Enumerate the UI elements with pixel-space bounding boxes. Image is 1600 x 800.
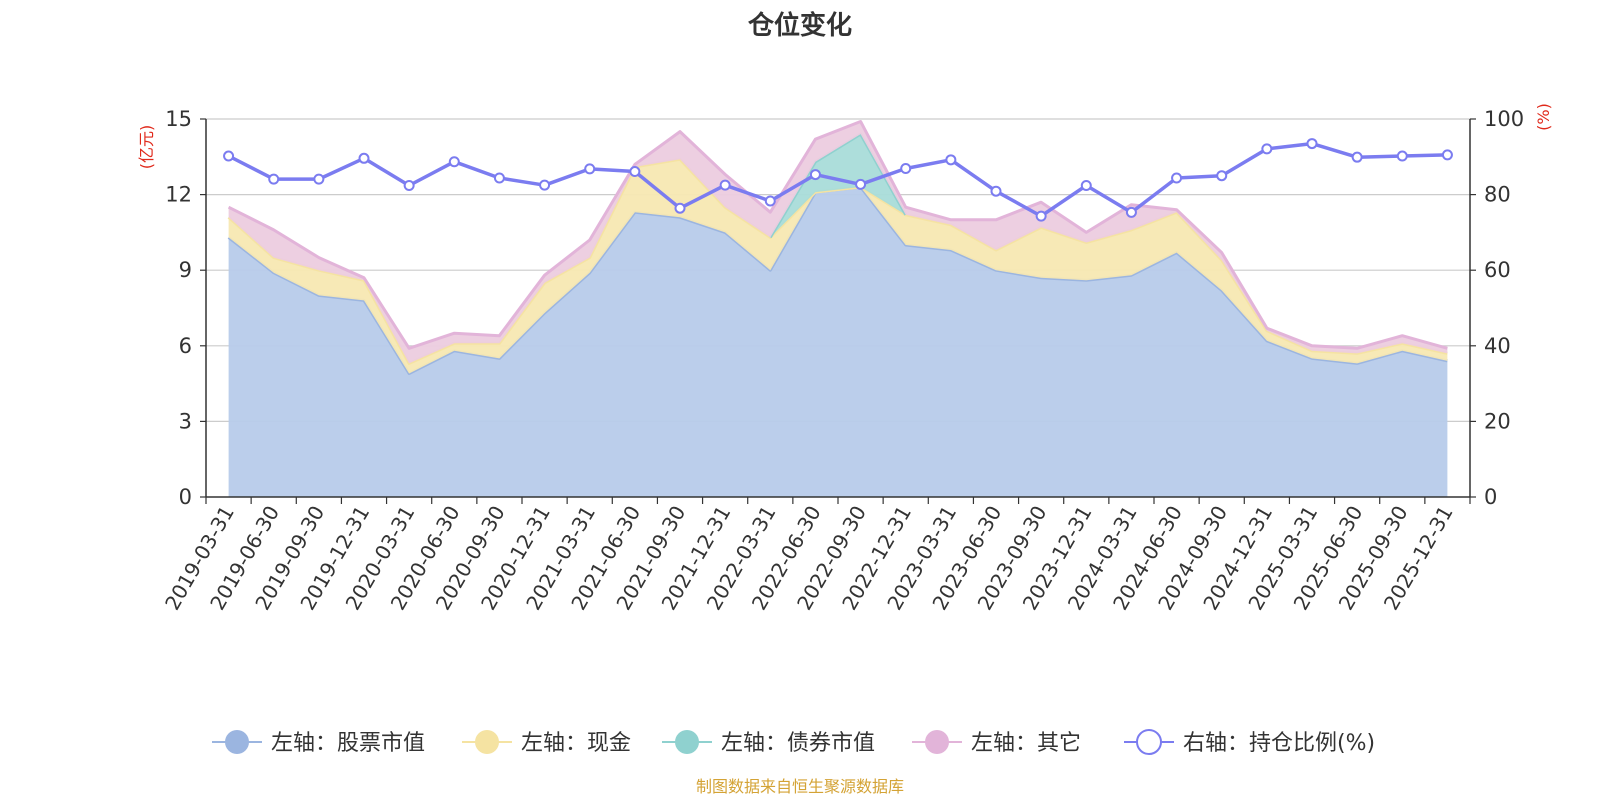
legend-marker-2: [675, 730, 699, 754]
ratio-point: [223, 150, 235, 162]
ratio-point: [493, 172, 505, 184]
ratio-point: [1171, 172, 1183, 184]
ratio-point: [1125, 206, 1137, 218]
area-0: [228, 187, 1448, 497]
ratio-point: [448, 156, 460, 168]
legend-marker-1: [475, 730, 499, 754]
left-axis-unit: (亿元): [137, 125, 156, 170]
ratio-point: [313, 173, 325, 185]
ratio-path: [227, 141, 1448, 218]
right-tick-label: 80: [1484, 183, 1511, 207]
ratio-point: [1216, 170, 1228, 182]
legend-label-0: 左轴：股票市值: [271, 731, 425, 756]
ratio-line: [223, 138, 1453, 222]
chart-title: 仓位变化: [747, 10, 852, 41]
left-tick-label: 3: [179, 409, 192, 433]
ratio-point: [403, 180, 415, 192]
left-tick-label: 6: [179, 334, 192, 358]
left-tick-label: 0: [179, 485, 192, 509]
stacked-areas: [227, 120, 1448, 497]
legend-marker-3: [925, 730, 949, 754]
source-note: 制图数据来自恒生聚源数据库: [696, 777, 904, 796]
ratio-point: [990, 185, 1002, 197]
legend-label-3: 左轴：其它: [971, 731, 1081, 756]
right-tick-label: 40: [1484, 334, 1511, 358]
right-tick-label: 20: [1484, 409, 1511, 433]
ratio-point: [1351, 151, 1363, 163]
ratio-point: [1396, 150, 1408, 162]
area-2: [770, 134, 906, 238]
right-tick-label: 0: [1484, 485, 1497, 509]
ratio-point: [855, 178, 867, 190]
area-line-3: [227, 120, 1448, 350]
ratio-point: [1306, 138, 1318, 150]
ratio-point: [584, 163, 596, 175]
right-tick-label: 60: [1484, 258, 1511, 282]
legend-label-4: 右轴：持仓比例(%): [1183, 731, 1375, 756]
ratio-point: [1035, 210, 1047, 222]
ratio-point: [629, 166, 641, 178]
ratio-point: [764, 195, 776, 207]
right-tick-label: 100: [1484, 107, 1524, 131]
legend: 左轴：股票市值 左轴：现金 左轴：债券市值 左轴：其它 右轴：持仓比例(%): [212, 729, 1375, 756]
ratio-point: [1261, 143, 1273, 155]
ratio-point: [674, 202, 686, 214]
ratio-point: [945, 154, 957, 166]
left-tick-label: 15: [165, 107, 192, 131]
ratio-point: [358, 152, 370, 164]
area-1: [228, 159, 1448, 374]
ratio-point: [539, 179, 551, 191]
right-axis-unit: (%): [1534, 103, 1553, 131]
ratio-point: [809, 169, 821, 181]
legend-marker-4: [1136, 729, 1162, 755]
ratio-point: [268, 173, 280, 185]
left-tick-label: 9: [179, 258, 192, 282]
legend-label-2: 左轴：债券市值: [721, 731, 875, 756]
legend-label-1: 左轴：现金: [521, 731, 631, 756]
left-tick-label: 12: [165, 183, 192, 207]
ratio-point: [1441, 149, 1453, 161]
ratio-point: [900, 163, 912, 175]
legend-marker-0: [225, 730, 249, 754]
ratio-point: [1080, 180, 1092, 192]
ratio-point: [719, 179, 731, 191]
